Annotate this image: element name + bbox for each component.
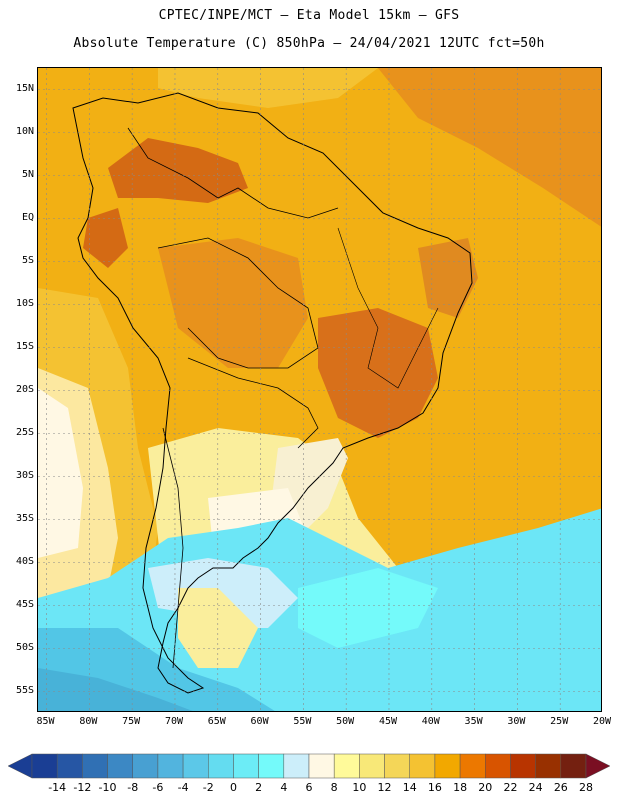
colorbar-cell	[359, 753, 385, 779]
map-title-line2: Absolute Temperature (C) 850hPa – 24/04/…	[73, 36, 545, 51]
colorbar-tick-label: -14	[48, 781, 67, 794]
lat-tick-label: 15S	[15, 340, 34, 352]
colorbar-tick-label: 22	[503, 781, 518, 794]
border-argentina	[187, 357, 319, 449]
colorbar-cell	[258, 753, 285, 779]
colorbar-cell	[409, 753, 436, 779]
colorbar-tick-label: 26	[553, 781, 568, 794]
hot-colombia-ridge	[83, 208, 128, 268]
border-north	[127, 127, 339, 219]
colorbar-cell	[233, 753, 259, 779]
hot-central-brazil	[318, 308, 438, 438]
lat-tick-label: 40S	[15, 555, 34, 567]
colorbar-tick-label: 8	[330, 781, 338, 794]
lon-tick-label: 35W	[464, 716, 483, 727]
lat-tick-label: 55S	[15, 684, 34, 696]
lon-tick-label: 55W	[293, 716, 312, 727]
colorbar-tick-label: -10	[98, 781, 117, 794]
colorbar-cell	[560, 753, 587, 779]
colorbar-cell	[333, 753, 360, 779]
colorbar-tick-label: 14	[402, 781, 417, 794]
map-canvas	[38, 68, 601, 711]
colorbar-cell	[510, 753, 536, 779]
lon-tick-label: 80W	[79, 716, 98, 727]
colorbar-tick-label: 20	[478, 781, 493, 794]
map-title-line1: CPTEC/INPE/MCT – Eta Model 15km – GFS	[158, 8, 460, 23]
colorbar-tick-label: -6	[152, 781, 164, 794]
lon-tick-label: 75W	[122, 716, 141, 727]
grid-lines	[38, 68, 601, 711]
colorbar-cell	[535, 753, 562, 779]
lat-tick-label: 25S	[15, 426, 34, 438]
lon-tick-label: 30W	[507, 716, 526, 727]
colorbar-cell	[208, 753, 234, 779]
colorbar-tick-label: -8	[127, 781, 139, 794]
cold-east-swirl	[298, 568, 438, 648]
lon-tick-label: 25W	[550, 716, 569, 727]
colorbar-cell	[283, 753, 310, 779]
yellow-north-ocean	[158, 68, 378, 108]
lon-tick-label: 50W	[336, 716, 355, 727]
colorbar-min-arrow	[8, 753, 33, 779]
lat-tick-label: 50S	[15, 641, 34, 653]
lat-tick-label: 15N	[15, 82, 34, 94]
colorbar-cell	[485, 753, 511, 779]
pacific-very-pale	[38, 388, 83, 558]
warm-north-ocean	[378, 68, 601, 227]
hot-northeast-brazil	[418, 238, 478, 318]
border-chile	[162, 427, 184, 669]
colorbar-tick-label: -4	[177, 781, 189, 794]
temperature-colorbar	[8, 753, 610, 779]
colorbar-cell	[459, 753, 486, 779]
temperature-map[interactable]	[37, 67, 602, 712]
colorbar-cell	[384, 753, 410, 779]
colorbar-cell	[434, 753, 461, 779]
colorbar-cell	[82, 753, 108, 779]
colorbar-tick-label: 4	[280, 781, 288, 794]
colorbar-tick-label: -2	[202, 781, 214, 794]
lon-tick-label: 20W	[592, 716, 612, 727]
lon-tick-label: 40W	[421, 716, 440, 727]
colorbar-cell	[107, 753, 133, 779]
lat-tick-label: 5N	[21, 168, 34, 180]
lat-tick-label: 10S	[15, 297, 34, 309]
colorbar-tick-label: -12	[73, 781, 92, 794]
colorbar-tick-label: 12	[377, 781, 392, 794]
lon-tick-label: 70W	[164, 716, 183, 727]
colorbar-cell	[308, 753, 335, 779]
colorbar-cell	[31, 753, 58, 779]
south-america-coast	[72, 92, 473, 694]
border-bolivia-brazil	[157, 237, 319, 369]
colorbar-tick-label: 18	[453, 781, 468, 794]
lat-tick-label: 35S	[15, 512, 34, 524]
colorbar-tick-label: 24	[528, 781, 543, 794]
lat-tick-label: 5S	[21, 254, 34, 266]
colorbar-tick-label: 6	[305, 781, 313, 794]
colorbar-cell	[56, 753, 83, 779]
lat-tick-label: 30S	[15, 469, 34, 481]
colorbar-max-arrow	[585, 753, 610, 779]
colorbar-tick-label: 10	[352, 781, 367, 794]
colorbar-cell	[157, 753, 184, 779]
colorbar-tick-label: 0	[229, 781, 237, 794]
lat-tick-label: 45S	[15, 598, 34, 610]
hot-venezuela	[108, 138, 248, 203]
colorbar-tick-label: 2	[255, 781, 263, 794]
lon-tick-label: 60W	[250, 716, 269, 727]
lon-tick-label: 85W	[36, 716, 55, 727]
lat-tick-label: 10N	[15, 125, 34, 137]
lon-tick-label: 65W	[207, 716, 226, 727]
colorbar-tick-label: 28	[579, 781, 593, 794]
lon-tick-label: 45W	[378, 716, 398, 727]
colorbar-cell	[132, 753, 159, 779]
border-brazil-states	[337, 227, 439, 389]
colorbar-cell	[182, 753, 209, 779]
coldest-deep-south	[38, 668, 193, 711]
lat-tick-label: EQ	[21, 211, 34, 223]
colorbar-tick-label: 16	[427, 781, 442, 794]
lat-tick-label: 20S	[15, 383, 34, 395]
